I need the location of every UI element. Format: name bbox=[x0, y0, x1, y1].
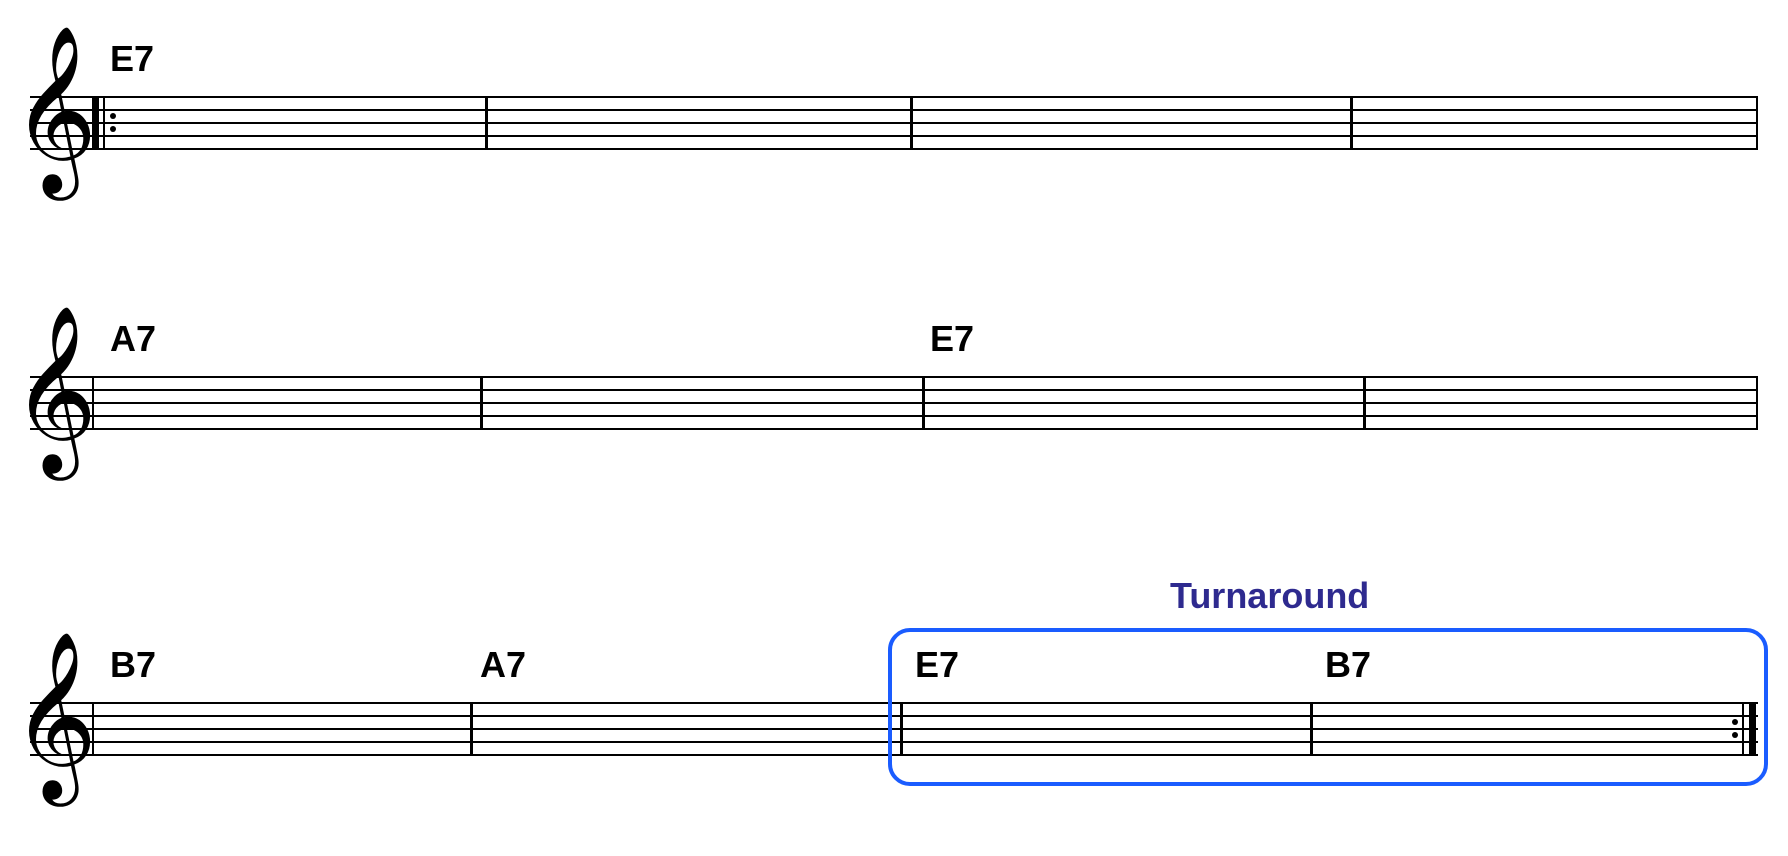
treble-clef-icon: 𝄞 bbox=[24, 342, 95, 442]
chord-label: E7 bbox=[110, 38, 154, 80]
chord-label: A7 bbox=[110, 318, 156, 360]
staff-system-1: 𝄞 bbox=[30, 96, 1758, 148]
barline bbox=[1350, 96, 1353, 148]
turnaround-label: Turnaround bbox=[1170, 575, 1369, 617]
turnaround-box bbox=[888, 628, 1768, 786]
chord-label: B7 bbox=[110, 644, 156, 686]
barline-start bbox=[92, 376, 94, 428]
barline bbox=[485, 96, 488, 148]
staff-lines: 𝄞 bbox=[30, 96, 1758, 148]
repeat-dot bbox=[110, 126, 116, 132]
barline-start bbox=[92, 702, 94, 754]
chord-label: A7 bbox=[480, 644, 526, 686]
treble-clef-icon: 𝄞 bbox=[24, 668, 95, 768]
barline bbox=[910, 96, 913, 148]
treble-clef-icon: 𝄞 bbox=[24, 62, 95, 162]
chord-chart: 𝄞 E7 𝄞 A7 E7 bbox=[0, 0, 1788, 856]
barline-start-thin bbox=[103, 96, 105, 148]
repeat-dot bbox=[110, 113, 116, 119]
barline-start-thick bbox=[92, 96, 99, 148]
staff-system-2: 𝄞 bbox=[30, 376, 1758, 428]
barline-end bbox=[1756, 96, 1758, 148]
barline bbox=[480, 376, 483, 428]
staff-lines: 𝄞 bbox=[30, 376, 1758, 428]
barline bbox=[1363, 376, 1366, 428]
barline bbox=[922, 376, 925, 428]
barline-end bbox=[1756, 376, 1758, 428]
chord-label: E7 bbox=[930, 318, 974, 360]
barline bbox=[470, 702, 473, 754]
